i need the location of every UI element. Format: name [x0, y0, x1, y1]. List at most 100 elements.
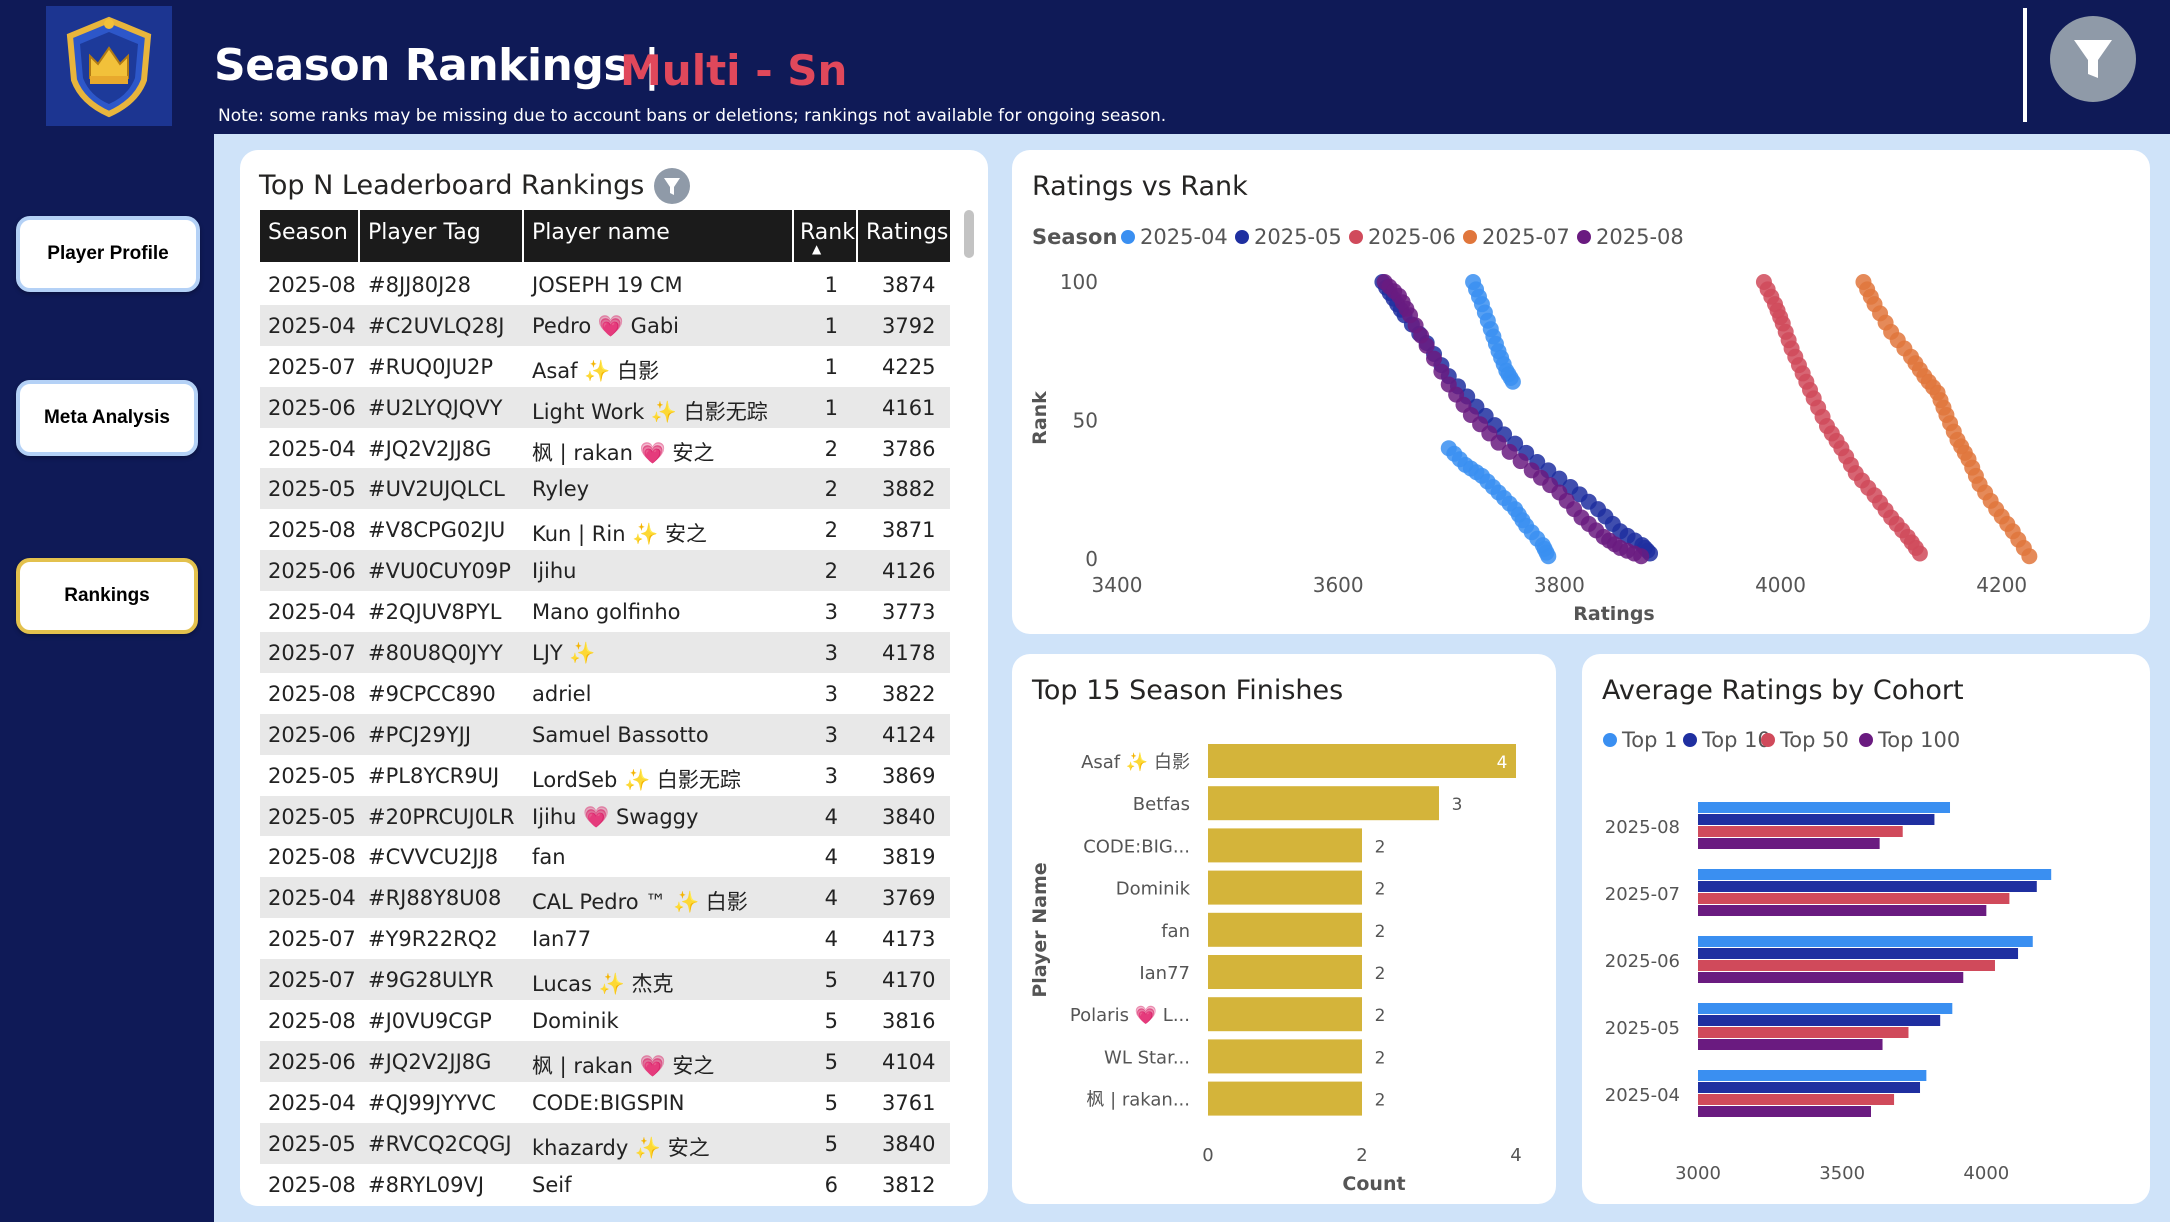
cell-player-name: Mano golfinho	[532, 600, 681, 625]
table-row[interactable]: 2025-06 #JQ2V2JJ8G 枫 | rakan 💗 安之 5 4104	[260, 1040, 950, 1082]
x-tick-label: 4000	[1963, 1163, 2009, 1184]
legend-label: 2025-06	[1368, 225, 1456, 249]
nav-meta-analysis-button[interactable]: Meta Analysis	[16, 380, 198, 456]
column-divider	[792, 210, 794, 262]
cell-season: 2025-06	[268, 1049, 356, 1074]
x-tick-label: 3400	[1092, 573, 1143, 597]
cell-player-name: CODE:BIGSPIN	[532, 1090, 685, 1115]
cell-rank: 4	[824, 845, 838, 870]
bar	[1698, 1015, 1941, 1026]
table-row[interactable]: 2025-05 #20PRCUJ0LR Ijihu 💗 Swaggy 4 3840	[260, 795, 950, 837]
table-row[interactable]: 2025-05 #PL8YCR9UJ LordSeb ✨ 白影无踪 3 3869	[260, 755, 950, 796]
table-row[interactable]: 2025-08 #8RYL09VJ Seif 6 3812	[260, 1164, 950, 1204]
column-header-player-name[interactable]: Player name	[532, 220, 670, 245]
table-row[interactable]: 2025-07 #80U8Q0JYY LJY ✨ 3 4178	[260, 632, 950, 673]
table-row[interactable]: 2025-07 #RUQ0JU2P Asaf ✨ 白影 1 4225	[260, 346, 950, 387]
filter-icon	[2074, 40, 2112, 78]
cell-rating: 3812	[882, 1172, 936, 1197]
cell-player-tag: #J0VU9CGP	[368, 1009, 492, 1034]
chart-title: Top 15 Season Finishes	[1031, 675, 1343, 706]
legend-marker	[1577, 230, 1591, 244]
table-row[interactable]: 2025-06 #PCJ29YJJ Samuel Bassotto 3 4124	[260, 713, 950, 755]
table-row[interactable]: 2025-04 #JQ2V2JJ8G 枫 | rakan 💗 安之 2 3786	[260, 428, 950, 469]
x-tick-label: 4000	[1755, 573, 1806, 597]
column-header-ratings[interactable]: Ratings	[866, 220, 949, 245]
bar	[1698, 826, 1903, 837]
legend-marker	[1121, 230, 1135, 244]
visual-filter-button[interactable]	[654, 168, 690, 204]
cell-player-name: LJY ✨	[532, 641, 596, 666]
cell-rating: 3874	[882, 273, 936, 297]
column-header-player-tag[interactable]: Player Tag	[368, 220, 481, 245]
table-row[interactable]: 2025-05 #UV2UJQLCL Ryley 2 3882	[260, 468, 950, 510]
cell-rank: 3	[824, 641, 838, 666]
legend-title: Season	[1032, 225, 1117, 249]
cell-player-name: Ryley	[532, 477, 590, 502]
filter-icon	[664, 178, 680, 195]
cell-player-tag: #UV2UJQLCL	[368, 477, 505, 502]
top-15-season-finishes-chart[interactable]: Top 15 Season Finishes Asaf ✨ 白影 4 Betfas 3 C…	[1012, 654, 1556, 1204]
clash-royale-logo-icon	[46, 6, 172, 126]
table-row[interactable]: 2025-06 #VU0CUY09P Ijihu 2 4126	[260, 550, 950, 592]
table-row[interactable]: 2025-08 #9CPCC890 adriel 3 3822	[260, 673, 950, 714]
cell-rating: 3871	[882, 518, 936, 543]
table-row[interactable]: 2025-04 #C2UVLQ28J Pedro 💗 Gabi 1 3792	[260, 304, 950, 346]
nav-player-profile-button[interactable]: Player Profile	[16, 216, 200, 292]
cell-player-tag: #JQ2V2JJ8G	[368, 436, 492, 461]
cell-player-tag: #V8CPG02JU	[368, 518, 506, 543]
cell-season: 2025-04	[268, 600, 356, 625]
cell-season: 2025-08	[268, 1172, 356, 1197]
category-label: CODE:BIG...	[1083, 836, 1190, 857]
table-row[interactable]: 2025-08 #J0VU9CGP Dominik 5 3816	[260, 1000, 950, 1041]
cell-rank: 2	[824, 559, 838, 584]
cell-player-name: CAL Pedro ™ ✨ 白影	[532, 890, 748, 915]
table-row[interactable]: 2025-08 #V8CPG02JU Kun | Rin ✨ 安之 2 3871	[260, 509, 950, 550]
table-row[interactable]: 2025-08 #8JJ80J28 JOSEPH 19 CM 1 3874	[260, 264, 950, 305]
cell-rank: 6	[824, 1172, 838, 1197]
bar	[1698, 814, 1935, 825]
x-tick-label: 3600	[1313, 573, 1364, 597]
cell-rating: 3840	[882, 1131, 936, 1156]
table-row[interactable]: 2025-06 #U2LYQJQVY Light Work ✨ 白影无踪 1 4161	[260, 386, 950, 428]
data-point	[1633, 548, 1650, 565]
table-row[interactable]: 2025-07 #9G28ULYR Lucas ✨ 杰克 5 4170	[260, 959, 950, 1001]
cell-rating: 3761	[882, 1090, 936, 1115]
table-row[interactable]: 2025-04 #QJ99JYYVC CODE:BIGSPIN 5 3761	[260, 1082, 950, 1123]
category-label: 2025-08	[1605, 817, 1680, 838]
cell-season: 2025-07	[268, 641, 356, 666]
cell-player-tag: #80U8Q0JYY	[368, 641, 503, 666]
table-scrollbar[interactable]	[964, 210, 974, 258]
nav-rankings-button[interactable]: Rankings	[16, 558, 198, 634]
cell-season: 2025-08	[268, 273, 356, 297]
cell-season: 2025-04	[268, 1090, 356, 1115]
chart-title: Average Ratings by Cohort	[1602, 675, 1964, 706]
table-row[interactable]: 2025-07 #Y9R22RQ2 Ian77 4 4173	[260, 918, 950, 959]
data-label: 2	[1375, 1091, 1386, 1111]
data-label: 2	[1375, 1048, 1386, 1068]
cell-rank: 5	[824, 1090, 838, 1115]
cell-rank: 5	[824, 968, 838, 993]
cell-player-name: Seif	[532, 1172, 572, 1197]
cell-rating: 3869	[882, 763, 936, 788]
category-label: WL Star...	[1104, 1047, 1190, 1068]
cell-rank: 1	[824, 395, 838, 420]
filter-panel-button[interactable]	[2050, 16, 2136, 102]
category-label: fan	[1161, 921, 1190, 942]
bar	[1208, 786, 1439, 821]
average-ratings-by-cohort-chart[interactable]: Average Ratings by Cohort Top 1 Top 10 Top …	[1582, 654, 2150, 1204]
category-label: 2025-05	[1605, 1018, 1680, 1039]
leaderboard-title: Top N Leaderboard Rankings	[259, 170, 645, 201]
cell-player-name: Pedro 💗 Gabi	[532, 313, 679, 338]
data-point	[1433, 363, 1450, 380]
cell-player-name: fan	[532, 845, 566, 870]
table-row[interactable]: 2025-04 #2QJUV8PYL Mano golfinho 3 3773	[260, 591, 950, 632]
legend-label: 2025-04	[1140, 225, 1228, 249]
table-row[interactable]: 2025-08 #CVVCU2JJ8 fan 4 3819	[260, 836, 950, 877]
table-row[interactable]: 2025-05 #RVCQ2CQGJ khazardy ✨ 安之 5 3840	[260, 1122, 950, 1164]
table-row[interactable]: 2025-04 #RJ88Y8U08 CAL Pedro ™ ✨ 白影 4 3769	[260, 877, 950, 919]
column-header-season[interactable]: Season	[268, 220, 348, 245]
bar	[1208, 1081, 1362, 1116]
column-header-rank[interactable]: Rank	[800, 220, 855, 245]
ratings-vs-rank-chart[interactable]: Ratings vs Rank Season 2025-04 2025-05 2025-…	[1012, 150, 2150, 634]
